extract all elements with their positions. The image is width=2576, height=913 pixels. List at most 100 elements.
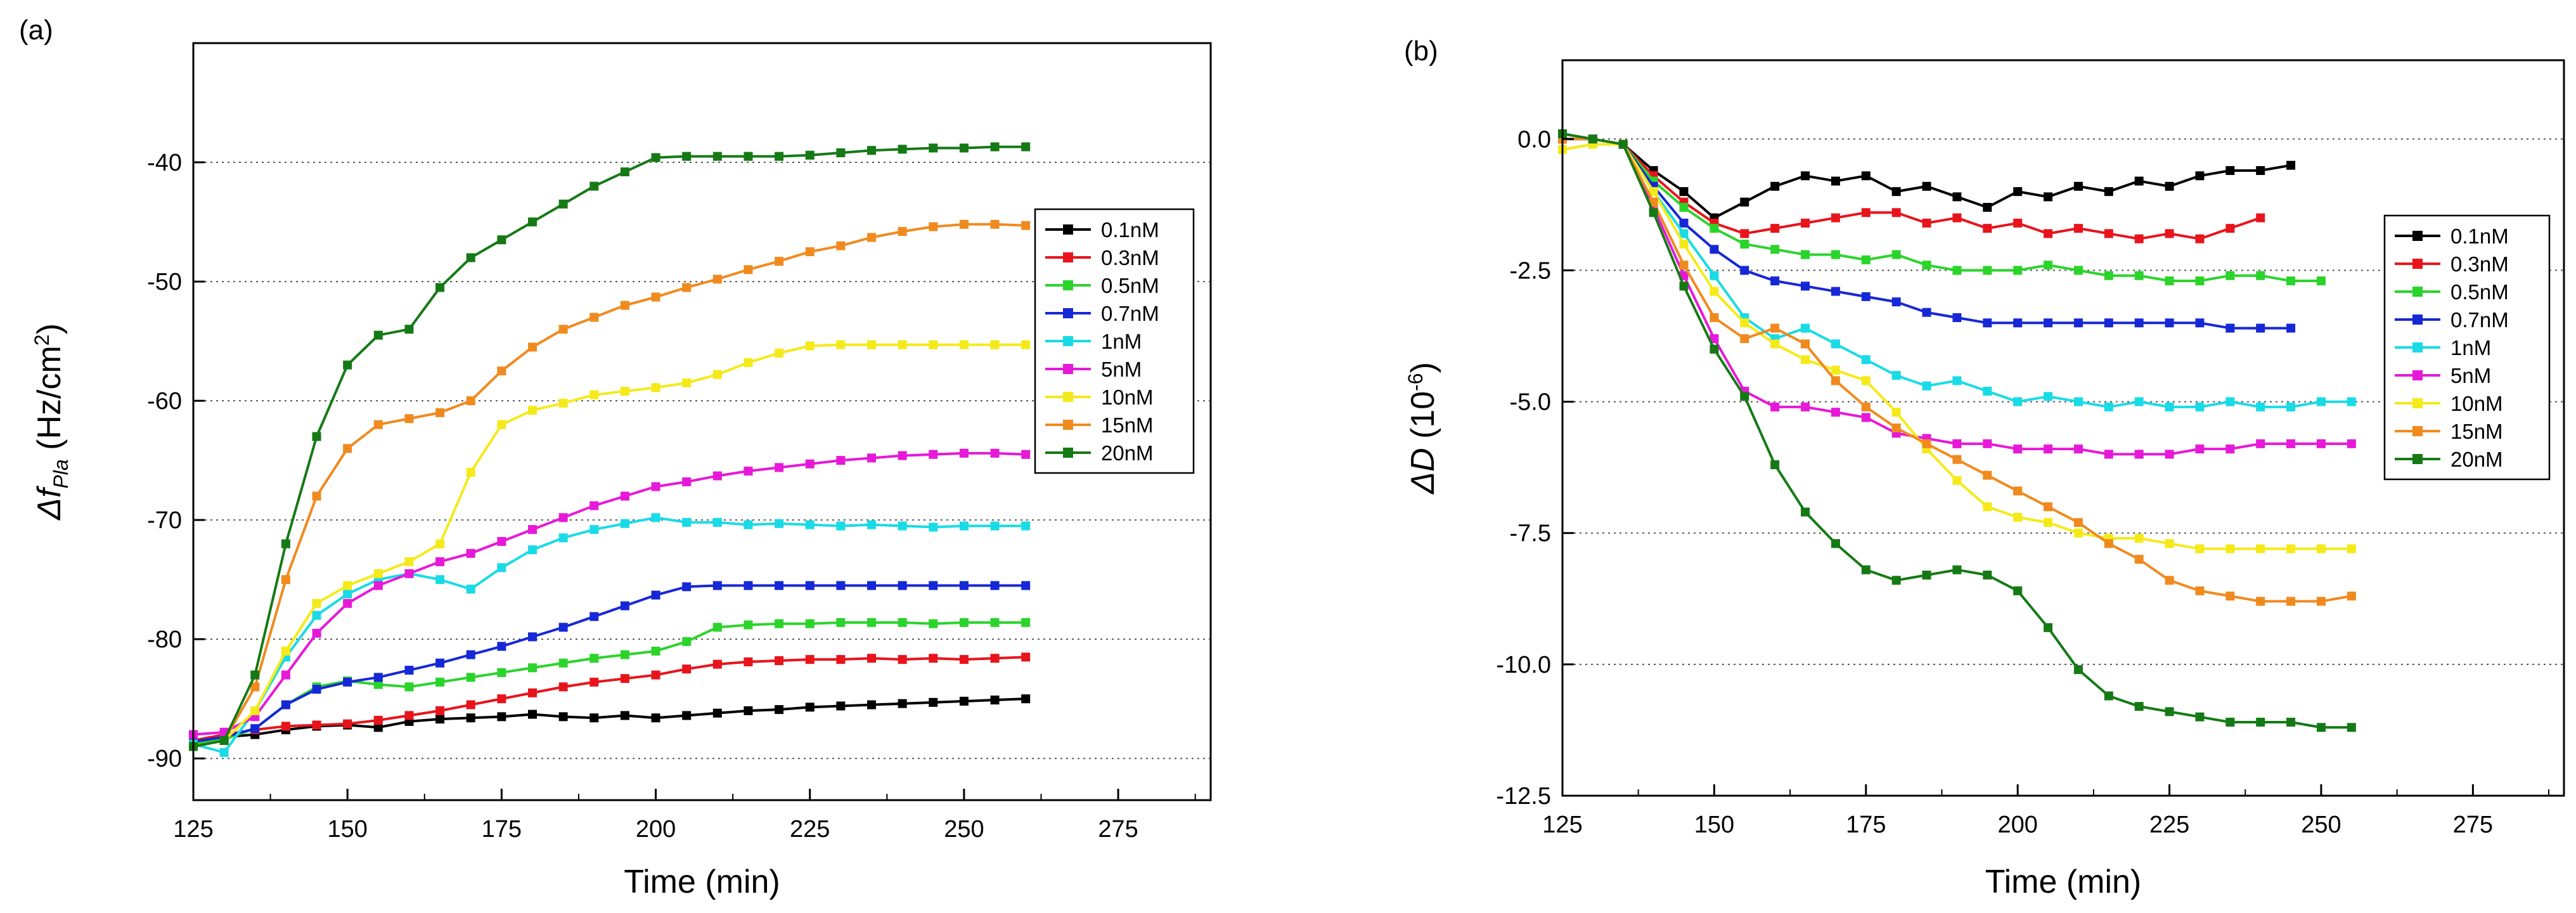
panel-b-point-15nm (1770, 323, 1780, 333)
panel-a-point-15nm (497, 366, 506, 376)
panel-b-point-0p3nm (2044, 229, 2053, 238)
panel-a-point-0p7nm (990, 581, 1000, 590)
panel-b-point-0p1nm (1740, 197, 1749, 207)
panel-a-point-20nm (281, 539, 290, 548)
panel-b-point-1nm (2347, 397, 2356, 406)
panel-b-point-5nm (2347, 439, 2356, 448)
panel-b-point-0p1nm (2104, 187, 2113, 197)
panel-b-point-0p5nm (1922, 261, 1931, 270)
panel-b-y-tick-label: 0.0 (1517, 126, 1551, 153)
panel-b-point-10nm (2286, 544, 2296, 554)
panel-b-point-15nm (1891, 424, 1901, 432)
panel-b-point-20nm (2165, 707, 2174, 716)
panel-b-point-20nm (2316, 723, 2326, 732)
panel-a-point-0p7nm (343, 677, 352, 687)
panel-b-point-0p5nm (1861, 255, 1871, 264)
panel-a-point-0p3nm (959, 655, 969, 664)
panel-a-point-5nm (744, 467, 753, 476)
panel-a-legend-marker-5nm (1063, 364, 1073, 374)
panel-a-point-15nm (867, 233, 876, 242)
panel-a-point-10nm (250, 706, 260, 715)
panel-a-point-10nm (805, 341, 815, 351)
panel-b-y-axis-symbol: ΔD (1405, 448, 1441, 495)
panel-a-point-20nm (466, 253, 475, 262)
panel-b-point-0p3nm (1770, 224, 1780, 233)
panel-a-point-5nm (528, 525, 537, 534)
panel-a-point-0p3nm (343, 719, 352, 728)
panel-b-plot-frame (1561, 59, 2565, 797)
panel-b-point-20nm (2013, 586, 2023, 595)
panel-b-point-5nm (1801, 402, 1810, 411)
panel-a-legend-marker-0p1nm (1063, 224, 1073, 235)
panel-a-point-1nm (959, 521, 969, 531)
panel-a-y-tick-label: -90 (147, 746, 182, 772)
panel-b-legend-label-15nm: 15nM (2450, 420, 2503, 443)
panel-a-point-0p5nm (929, 619, 938, 628)
panel-b-point-0p1nm (2044, 192, 2053, 202)
panel-b-point-10nm (1679, 240, 1689, 249)
panel-a-point-5nm (867, 453, 876, 463)
panel-b-point-0p5nm (2134, 271, 2144, 280)
panel-b-point-0p7nm (1983, 318, 1992, 328)
panel-a-point-20nm (497, 235, 506, 245)
panel-a-point-10nm (620, 387, 629, 396)
panel-b-point-15nm (2044, 502, 2053, 512)
panel-b-point-0p7nm (1740, 266, 1749, 275)
panel-b-point-10nm (2073, 528, 2083, 538)
panel-b-point-0p7nm (1861, 292, 1871, 301)
panel-a-point-0p5nm (620, 650, 629, 659)
panel-b-point-0p3nm (1861, 208, 1871, 217)
panel-a-point-10nm (744, 358, 753, 367)
panel-a-point-1nm (836, 521, 846, 531)
panel-a-point-20nm (929, 143, 938, 153)
panel-b-point-0p5nm (2256, 271, 2265, 280)
panel-a-point-0p1nm (497, 712, 506, 722)
panel-a-point-0p1nm (867, 700, 876, 709)
panel-b-point-15nm (2134, 555, 2144, 564)
panel-b-series-line-0p3nm (1562, 133, 2261, 240)
panel-a-point-0p7nm (712, 581, 722, 590)
panel-a-point-20nm (219, 735, 229, 745)
panel-a-point-0p7nm (435, 658, 445, 668)
panel-a-point-0p5nm (990, 618, 1000, 627)
panel-a-point-0p1nm (805, 703, 815, 712)
panel-b-point-20nm (1710, 344, 1719, 354)
panel-a-point-1nm (219, 748, 229, 757)
panel-b-point-5nm (2165, 450, 2174, 459)
panel-b-point-0p5nm (1740, 240, 1749, 249)
panel-a-point-0p5nm (528, 663, 537, 673)
panel-b-point-0p7nm (2013, 318, 2023, 328)
panel-a-point-0p1nm (744, 706, 753, 715)
panel-b-point-0p7nm (1801, 282, 1810, 291)
panel-b-point-20nm (1679, 282, 1689, 291)
panel-b-point-15nm (1740, 334, 1749, 344)
panel-a-point-0p1nm (836, 701, 846, 711)
panel-b-y-tick-label: -2.5 (1510, 257, 1551, 284)
panel-a-point-0p3nm (712, 659, 722, 669)
panel-b-point-10nm (1801, 355, 1810, 365)
panel-a-point-0p7nm (250, 724, 260, 734)
panel-a-point-0p5nm (435, 677, 445, 687)
panel-b-point-15nm (2316, 597, 2326, 606)
panel-b-point-0p1nm (2286, 160, 2296, 170)
panel-b-point-0p1nm (1983, 203, 1992, 212)
panel-a-series-line-20nm (193, 145, 1026, 748)
panel-a-point-0p3nm (898, 655, 907, 664)
panel-a-point-20nm (682, 152, 692, 161)
panel-b-point-1nm (2073, 397, 2083, 406)
panel-b-point-1nm (1983, 387, 1992, 396)
panel-a-legend-label-1nm: 1nM (1101, 330, 1142, 353)
panel-b-point-0p7nm (2104, 318, 2113, 328)
panel-a-point-1nm (682, 517, 692, 527)
panel-b-series-line-0p5nm (1562, 133, 2321, 282)
panel-b-point-5nm (1983, 439, 1992, 448)
panel-a-x-tick-label: 250 (944, 816, 984, 843)
panel-a-y-axis-title: ΔfPla (Hz/cm2) (30, 323, 72, 521)
panel-a-point-15nm (898, 227, 907, 236)
panel-a-point-15nm (836, 241, 846, 250)
panel-a-point-0p5nm (959, 618, 969, 627)
panel-a-point-15nm (343, 444, 352, 453)
panel-b-point-0p1nm (1679, 187, 1689, 197)
panel-a-point-0p7nm (867, 581, 876, 590)
